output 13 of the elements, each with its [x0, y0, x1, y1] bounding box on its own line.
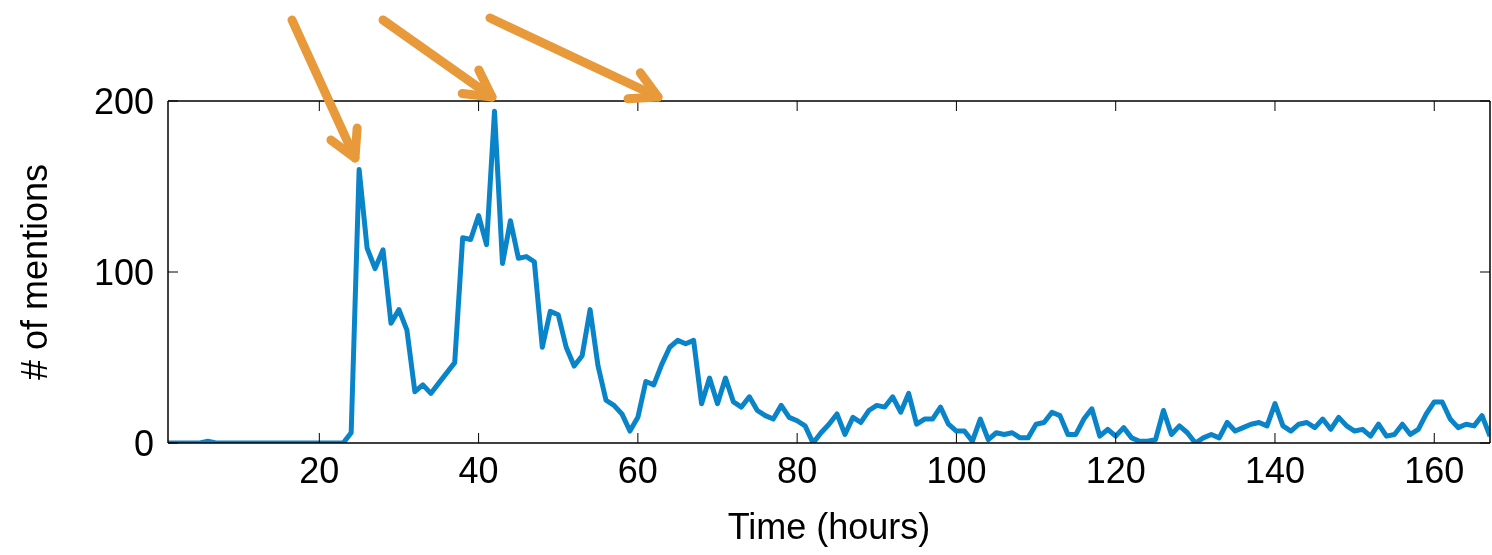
x-tick-label: 20 — [299, 449, 340, 491]
y-tick-label: 100 — [93, 251, 154, 293]
x-tick-label: 140 — [1244, 449, 1306, 491]
x-axis-title: Time (hours) — [727, 506, 931, 547]
x-tick-label: 160 — [1404, 449, 1465, 491]
x-tick-label: 40 — [458, 449, 499, 491]
y-tick-label: 0 — [133, 422, 154, 464]
x-tick-label: 120 — [1085, 449, 1146, 491]
x-tick-label: 100 — [926, 449, 987, 491]
x-tick-label: 80 — [777, 449, 818, 491]
y-tick-label: 200 — [93, 80, 154, 122]
x-tick-label: 60 — [617, 449, 658, 491]
y-axis-title: # of mentions — [13, 163, 55, 381]
